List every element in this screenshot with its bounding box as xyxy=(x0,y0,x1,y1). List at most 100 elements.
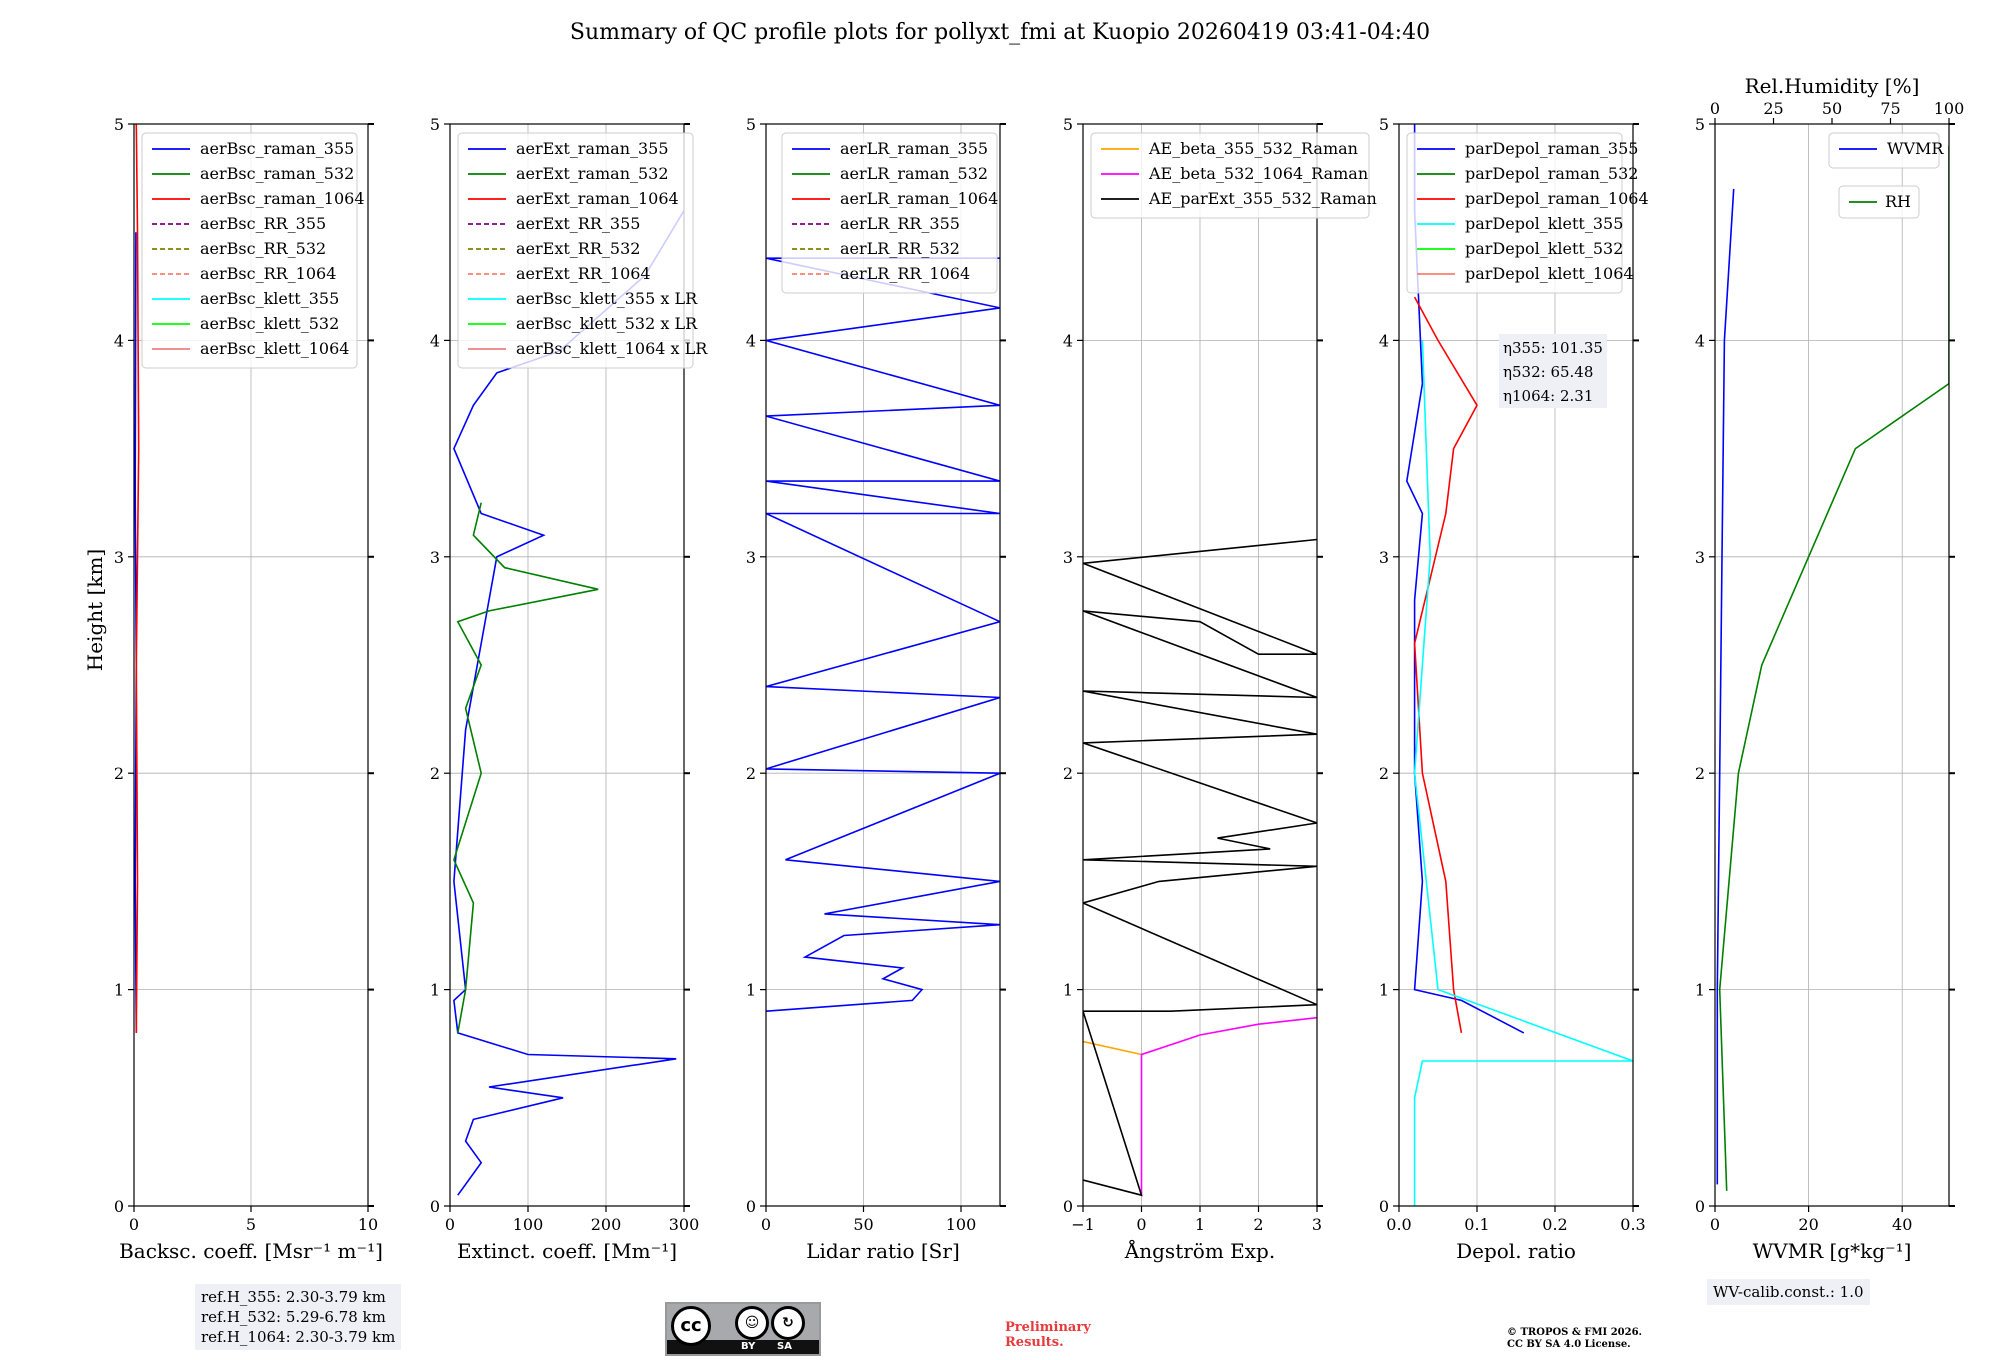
x-tick-label: 200 xyxy=(591,1215,622,1234)
legend-label: aerBsc_klett_532 x LR xyxy=(516,314,698,333)
x-tick-label: −1 xyxy=(1071,1215,1095,1234)
series-line-AE_beta_532_1064_Raman xyxy=(1140,1016,1317,1196)
legend-label: parDepol_raman_532 xyxy=(1465,164,1638,183)
legend: AE_beta_355_532_Raman AE_beta_532_1064_Ra… xyxy=(1090,132,1377,219)
eta-annotation: η1064: 2.31 xyxy=(1503,387,1593,405)
copyright-line-2: CC BY SA 4.0 License. xyxy=(1507,1339,1631,1350)
y-tick-label: 4 xyxy=(114,331,124,350)
y-tick-label: 5 xyxy=(430,115,440,134)
legend-label: aerExt_raman_355 xyxy=(516,139,669,158)
y-tick-label: 4 xyxy=(430,331,440,350)
x-tick-label: 0.2 xyxy=(1542,1215,1567,1234)
legend-label: aerBsc_raman_355 xyxy=(200,139,354,158)
y-tick-label: 1 xyxy=(1379,981,1389,1000)
cc-logo-icon: cc xyxy=(671,1306,711,1346)
y-tick-label: 2 xyxy=(1063,764,1073,783)
x-axis-label: WVMR [g*kg⁻¹] xyxy=(1753,1239,1912,1263)
legend-label: aerBsc_klett_355 xyxy=(200,289,339,308)
figure-title: Summary of QC profile plots for pollyxt_… xyxy=(569,20,1431,45)
x-tick-label: 0 xyxy=(445,1215,455,1234)
legend-label: aerBsc_RR_532 xyxy=(200,239,326,258)
cc-license-badge: cc ☺ ↻ BY SA xyxy=(665,1302,821,1356)
x-tick-label: 5 xyxy=(246,1215,256,1234)
legend: parDepol_raman_355 parDepol_raman_532 parD… xyxy=(1406,132,1649,294)
y-tick-label: 3 xyxy=(1379,548,1389,567)
x-tick-label: 1 xyxy=(1195,1215,1205,1234)
legend-label: aerBsc_klett_532 xyxy=(200,314,339,333)
x-tick-label: 0.3 xyxy=(1620,1215,1645,1234)
panel-5: 0 1 2 3 4 5 0.0 0.1 0.2 0.3 Depol. ratio parDepol_r… xyxy=(1379,115,1649,1263)
legend-label: AE_beta_532_1064_Raman xyxy=(1148,164,1368,183)
legend-label: aerExt_RR_355 xyxy=(516,214,640,233)
y-tick-label: 1 xyxy=(1695,981,1705,1000)
x-tick-label: 0 xyxy=(129,1215,139,1234)
y-tick-label: 3 xyxy=(1695,548,1705,567)
x2-tick-label: 25 xyxy=(1763,99,1783,118)
preliminary-note: Preliminary Results. xyxy=(1005,1320,1091,1350)
y-tick-label: 5 xyxy=(114,115,124,134)
x2-axis-label: Rel.Humidity [%] xyxy=(1745,74,1920,98)
legend-label: aerBsc_raman_532 xyxy=(200,164,354,183)
series-line-parDepol_raman_355 xyxy=(1405,124,1525,1034)
series-line-aerBsc_raman_1064 xyxy=(135,124,140,1033)
x-tick-label: 0 xyxy=(1136,1215,1146,1234)
cc-sa-label: SA xyxy=(777,1341,792,1352)
y-tick-label: 0 xyxy=(1695,1197,1705,1216)
y-tick-label: 5 xyxy=(1695,115,1705,134)
refh-532: ref.H_532: 5.29-6.78 km xyxy=(201,1308,386,1326)
panel-1: 0 1 2 3 4 5 0 5 10 Backsc. coeff. [Msr⁻¹ m⁻¹] aerB… xyxy=(114,115,383,1263)
legend-label: aerLR_raman_1064 xyxy=(840,189,998,208)
legend-label: parDepol_raman_1064 xyxy=(1465,189,1649,208)
legend-label: WVMR xyxy=(1887,139,1944,158)
x-tick-label: 3 xyxy=(1312,1215,1322,1234)
legend-label: aerExt_raman_1064 xyxy=(516,189,679,208)
y-tick-label: 4 xyxy=(1379,331,1389,350)
panel-2: 0 1 2 3 4 5 0 100 200 300 Extinct. coeff. [Mm⁻¹] ae… xyxy=(430,115,708,1263)
series-line-RH xyxy=(1718,145,1949,1191)
y-tick-label: 0 xyxy=(114,1197,124,1216)
y-tick-label: 1 xyxy=(1063,981,1073,1000)
y-tick-label: 1 xyxy=(746,981,756,1000)
eta-annotation: η532: 65.48 xyxy=(1503,363,1593,381)
panel-frame xyxy=(1714,123,1950,1207)
legend-label: aerLR_raman_532 xyxy=(840,164,988,183)
legend-frame xyxy=(1406,132,1623,294)
y-tick-label: 3 xyxy=(114,548,124,567)
y-tick-label: 3 xyxy=(746,548,756,567)
series-line-AE_parExt_355_532_Raman xyxy=(1083,538,1317,1197)
y-tick-label: 5 xyxy=(1063,115,1073,134)
y-tick-label: 3 xyxy=(1063,548,1073,567)
legend-label: aerLR_raman_355 xyxy=(840,139,988,158)
series-line-aerExt_raman_355 xyxy=(453,210,684,1196)
legend-label: aerExt_raman_532 xyxy=(516,164,669,183)
legend-label: parDepol_raman_355 xyxy=(1465,139,1638,158)
y-tick-label: 2 xyxy=(1379,764,1389,783)
legend-label: aerLR_RR_1064 xyxy=(840,264,970,283)
refh-355: ref.H_355: 2.30-3.79 km xyxy=(201,1288,386,1306)
x2-tick-label: 75 xyxy=(1880,99,1900,118)
y-tick-label: 0 xyxy=(430,1197,440,1216)
legend-label: AE_beta_355_532_Raman xyxy=(1148,139,1358,158)
legend-frame xyxy=(1828,132,1940,169)
legend: WVMR xyxy=(1828,132,1944,169)
series-line-parDepol_klett_355 xyxy=(1413,340,1633,1206)
refh-1064: ref.H_1064: 2.30-3.79 km xyxy=(201,1328,396,1346)
x-tick-label: 40 xyxy=(1892,1215,1912,1234)
x-tick-label: 20 xyxy=(1798,1215,1818,1234)
y-tick-label: 5 xyxy=(1379,115,1389,134)
series-line-WVMR xyxy=(1716,188,1735,1185)
x-tick-label: 0.1 xyxy=(1464,1215,1489,1234)
y-tick-label: 0 xyxy=(1379,1197,1389,1216)
series-line-parDepol_raman_1064 xyxy=(1413,296,1478,1034)
y-tick-label: 2 xyxy=(1695,764,1705,783)
preliminary-line-2: Results. xyxy=(1005,1335,1064,1350)
legend-label: aerBsc_RR_1064 xyxy=(200,264,336,283)
x2-tick-label: 100 xyxy=(1934,99,1965,118)
share-alike-icon: ↻ xyxy=(771,1306,805,1340)
legend: aerExt_raman_355 aerExt_raman_532 aerExt_r… xyxy=(457,132,708,369)
legend-frame xyxy=(457,132,694,369)
legend-label: aerExt_RR_532 xyxy=(516,239,640,258)
